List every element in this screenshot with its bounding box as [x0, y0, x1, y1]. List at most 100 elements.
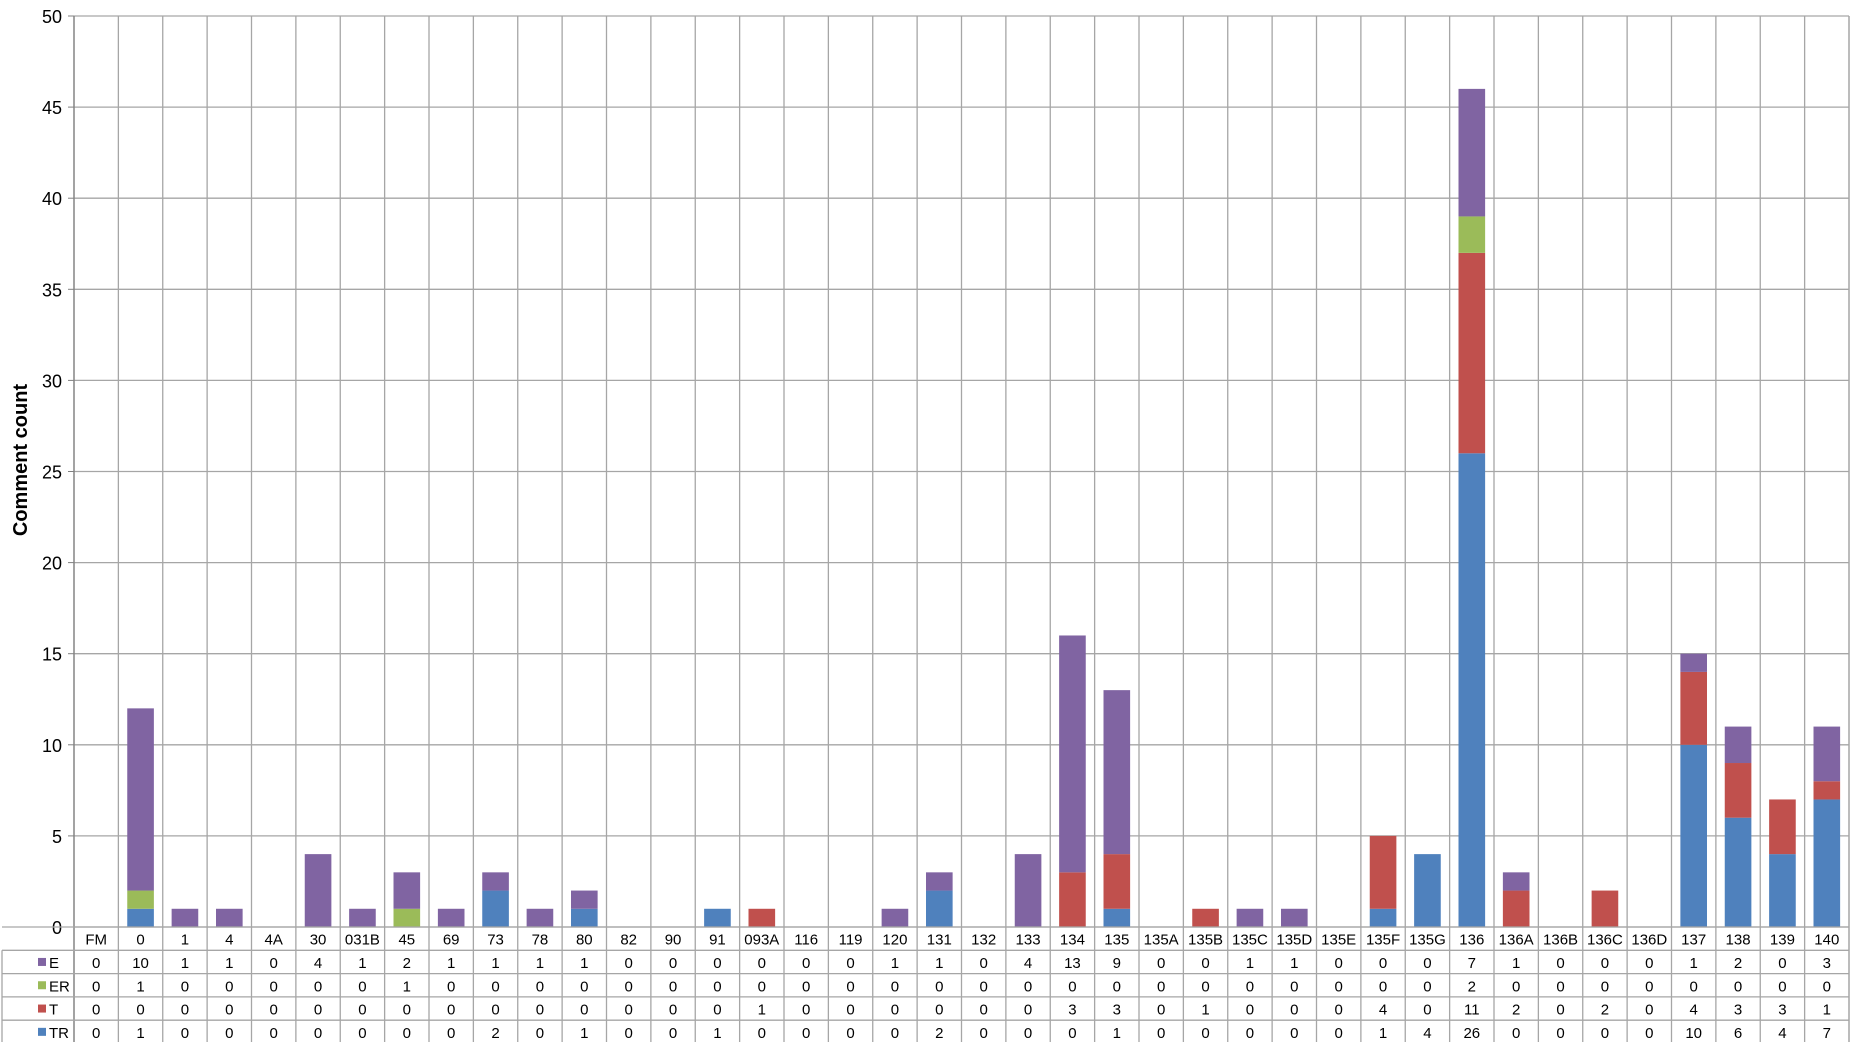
bar-tr-91 [704, 908, 731, 927]
table-cell-t-0: 0 [136, 1002, 144, 1019]
table-cell-er-30: 0 [314, 978, 322, 995]
table-cell-er-136: 2 [1468, 978, 1476, 995]
bar-t-136 [1458, 252, 1486, 454]
table-cell-er-135c: 0 [1246, 978, 1254, 995]
table-cell-e-135f: 0 [1379, 955, 1387, 972]
bar-t-135f [1369, 835, 1397, 909]
table-cell-t-135b: 1 [1201, 1002, 1209, 1019]
table-cell-tr-135b: 0 [1201, 1025, 1209, 1042]
x-tick-label-45: 45 [398, 932, 415, 949]
table-cell-er-134: 0 [1068, 978, 1076, 995]
table-cell-er-4a: 0 [270, 978, 278, 995]
y-tick-label-50: 50 [42, 7, 62, 27]
bar-e-136a [1502, 872, 1530, 891]
table-cell-er-135g: 0 [1423, 978, 1431, 995]
gridlines [73, 15, 1850, 1044]
bar-t-134 [1059, 872, 1086, 927]
y-tick-label-10: 10 [42, 736, 62, 756]
table-cell-er-136b: 0 [1556, 978, 1564, 995]
legend-key-er [38, 981, 46, 990]
x-tick-label-134: 134 [1060, 932, 1085, 949]
table-cell-e-82: 0 [625, 955, 633, 972]
table-cell-tr-137: 10 [1685, 1025, 1702, 1042]
x-tick-label-136a: 136A [1499, 932, 1534, 949]
table-cell-tr-78: 0 [536, 1025, 544, 1042]
y-tick-label-30: 30 [42, 371, 62, 391]
table-cell-tr-135c: 0 [1246, 1025, 1254, 1042]
table-cell-tr-69: 0 [447, 1025, 455, 1042]
bar-e-30 [304, 854, 332, 927]
x-tick-label-136: 136 [1459, 932, 1484, 949]
table-cell-t-1: 0 [181, 1002, 189, 1019]
table-cell-t-135e: 0 [1335, 1002, 1343, 1019]
x-tick-label-136b: 136B [1543, 932, 1578, 949]
table-cell-er-90: 0 [669, 978, 677, 995]
table-cell-e-139: 0 [1778, 955, 1786, 972]
table-cell-t-134: 3 [1068, 1002, 1076, 1019]
table-cell-e-031b: 1 [358, 955, 366, 972]
x-tick-label-132: 132 [971, 932, 996, 949]
table-cell-e-131: 1 [935, 955, 943, 972]
bar-t-139 [1769, 799, 1796, 855]
x-tick-label-133: 133 [1016, 932, 1041, 949]
bar-tr-136 [1458, 453, 1486, 927]
bar-tr-135f [1369, 908, 1397, 927]
table-cell-t-031b: 0 [358, 1002, 366, 1019]
table-cell-tr-45: 0 [403, 1025, 411, 1042]
bar-e-80 [571, 890, 598, 909]
table-cell-t-135c: 0 [1246, 1002, 1254, 1019]
table-cell-t-133: 0 [1024, 1002, 1032, 1019]
table-cell-e-137: 1 [1690, 955, 1698, 972]
table-cell-e-90: 0 [669, 955, 677, 972]
x-tick-label-4: 4 [225, 932, 233, 949]
x-tick-label-136d: 136D [1631, 932, 1667, 949]
table-cell-t-137: 4 [1690, 1002, 1698, 1019]
bar-tr-80 [571, 908, 598, 927]
table-cell-tr-031b: 0 [358, 1025, 366, 1042]
table-cell-e-135b: 0 [1201, 955, 1209, 972]
x-tick-label-135f: 135F [1366, 932, 1400, 949]
x-tick-label-135g: 135G [1409, 932, 1446, 949]
table-cell-tr-136a: 0 [1512, 1025, 1520, 1042]
table-cell-t-30: 0 [314, 1002, 322, 1019]
table-cell-tr-119: 0 [846, 1025, 854, 1042]
x-tick-label-4a: 4A [265, 932, 283, 949]
x-tick-label-140: 140 [1814, 932, 1839, 949]
table-cell-t-131: 0 [935, 1002, 943, 1019]
bar-t-137 [1680, 671, 1707, 745]
y-tick-label-20: 20 [42, 554, 62, 574]
table-cell-tr-73: 2 [491, 1025, 499, 1042]
table-cell-tr-134: 0 [1068, 1025, 1076, 1042]
table-cell-tr-116: 0 [802, 1025, 810, 1042]
bar-t-140 [1813, 781, 1841, 800]
table-cell-e-135e: 0 [1335, 955, 1343, 972]
bar-er-0 [127, 890, 154, 909]
table-cell-e-45: 2 [403, 955, 411, 972]
bar-t-135 [1103, 854, 1131, 909]
y-axis: 0 5 10 15 20 25 30 35 40 45 50 [42, 7, 75, 1044]
table-cell-t-69: 0 [447, 1002, 455, 1019]
table-cell-er-137: 0 [1690, 978, 1698, 995]
table-cell-er-4: 0 [225, 978, 233, 995]
legend-key-t [38, 1004, 46, 1013]
table-cell-tr-0: 1 [136, 1025, 144, 1042]
table-cell-t-136a: 2 [1512, 1002, 1520, 1019]
table-cell-e-135d: 1 [1290, 955, 1298, 972]
x-tick-label-80: 80 [576, 932, 593, 949]
bar-e-135 [1103, 690, 1131, 855]
bar-e-133 [1014, 854, 1042, 927]
bar-e-138 [1724, 726, 1752, 764]
bar-tr-135 [1103, 908, 1131, 927]
table-cell-t-135: 3 [1113, 1002, 1121, 1019]
table-cell-er-136d: 0 [1645, 978, 1653, 995]
bar-tr-73 [482, 890, 509, 927]
table-cell-tr-30: 0 [314, 1025, 322, 1042]
table-cell-t-093a: 1 [758, 1002, 766, 1019]
legend-key-tr [38, 1027, 46, 1036]
table-cell-er-135f: 0 [1379, 978, 1387, 995]
table-cell-t-91: 0 [713, 1002, 721, 1019]
table-cell-e-135c: 1 [1246, 955, 1254, 972]
table-cell-e-4: 1 [225, 955, 233, 972]
table-cell-er-80: 0 [580, 978, 588, 995]
bar-e-1 [171, 908, 199, 927]
